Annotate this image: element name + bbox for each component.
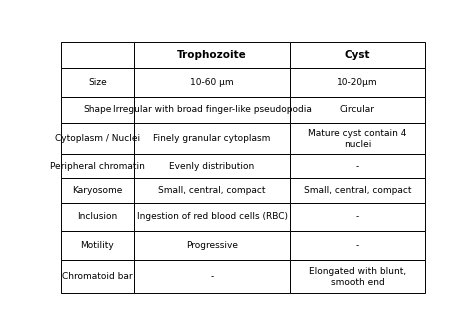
Text: Shape: Shape xyxy=(83,105,112,114)
Bar xyxy=(134,42,290,68)
Bar xyxy=(61,68,134,97)
Text: -: - xyxy=(210,272,214,281)
Text: Karyosome: Karyosome xyxy=(72,186,123,195)
Text: Irregular with broad finger-like pseudopodia: Irregular with broad finger-like pseudop… xyxy=(112,105,311,114)
Text: Elongated with blunt,
smooth end: Elongated with blunt, smooth end xyxy=(309,267,406,287)
Text: -: - xyxy=(356,162,359,171)
Bar xyxy=(134,154,290,179)
Text: Peripheral chromatin: Peripheral chromatin xyxy=(50,162,145,171)
Bar xyxy=(290,68,425,97)
Bar xyxy=(290,123,425,154)
Bar xyxy=(290,260,425,293)
Text: Motility: Motility xyxy=(81,241,114,250)
Bar xyxy=(61,123,134,154)
Bar xyxy=(290,203,425,231)
Bar xyxy=(134,123,290,154)
Text: Mature cyst contain 4
nuclei: Mature cyst contain 4 nuclei xyxy=(308,128,407,149)
Text: Size: Size xyxy=(88,78,107,87)
Bar xyxy=(290,179,425,203)
Bar xyxy=(61,179,134,203)
Bar xyxy=(290,97,425,123)
Text: Small, central, compact: Small, central, compact xyxy=(158,186,266,195)
Text: Small, central, compact: Small, central, compact xyxy=(304,186,411,195)
Text: 10-20μm: 10-20μm xyxy=(337,78,378,87)
Bar xyxy=(290,42,425,68)
Text: Circular: Circular xyxy=(340,105,375,114)
Text: Chromatoid bar: Chromatoid bar xyxy=(62,272,133,281)
Bar xyxy=(134,179,290,203)
Bar xyxy=(134,260,290,293)
Bar xyxy=(134,97,290,123)
Text: -: - xyxy=(356,212,359,221)
Bar xyxy=(61,97,134,123)
Bar xyxy=(290,231,425,260)
Text: Evenly distribution: Evenly distribution xyxy=(169,162,255,171)
Bar xyxy=(61,203,134,231)
Text: Cytoplasm / Nuclei: Cytoplasm / Nuclei xyxy=(55,134,140,143)
Bar xyxy=(290,154,425,179)
Bar xyxy=(61,231,134,260)
Text: 10-60 μm: 10-60 μm xyxy=(190,78,234,87)
Bar xyxy=(134,203,290,231)
Text: Trophozoite: Trophozoite xyxy=(177,50,247,60)
Bar xyxy=(134,68,290,97)
Text: Finely granular cytoplasm: Finely granular cytoplasm xyxy=(153,134,271,143)
Bar xyxy=(61,154,134,179)
Bar xyxy=(61,42,134,68)
Text: Ingestion of red blood cells (RBC): Ingestion of red blood cells (RBC) xyxy=(137,212,288,221)
Text: Progressive: Progressive xyxy=(186,241,238,250)
Text: Inclusion: Inclusion xyxy=(77,212,118,221)
Bar xyxy=(61,260,134,293)
Text: -: - xyxy=(356,241,359,250)
Bar xyxy=(134,231,290,260)
Text: Cyst: Cyst xyxy=(345,50,370,60)
